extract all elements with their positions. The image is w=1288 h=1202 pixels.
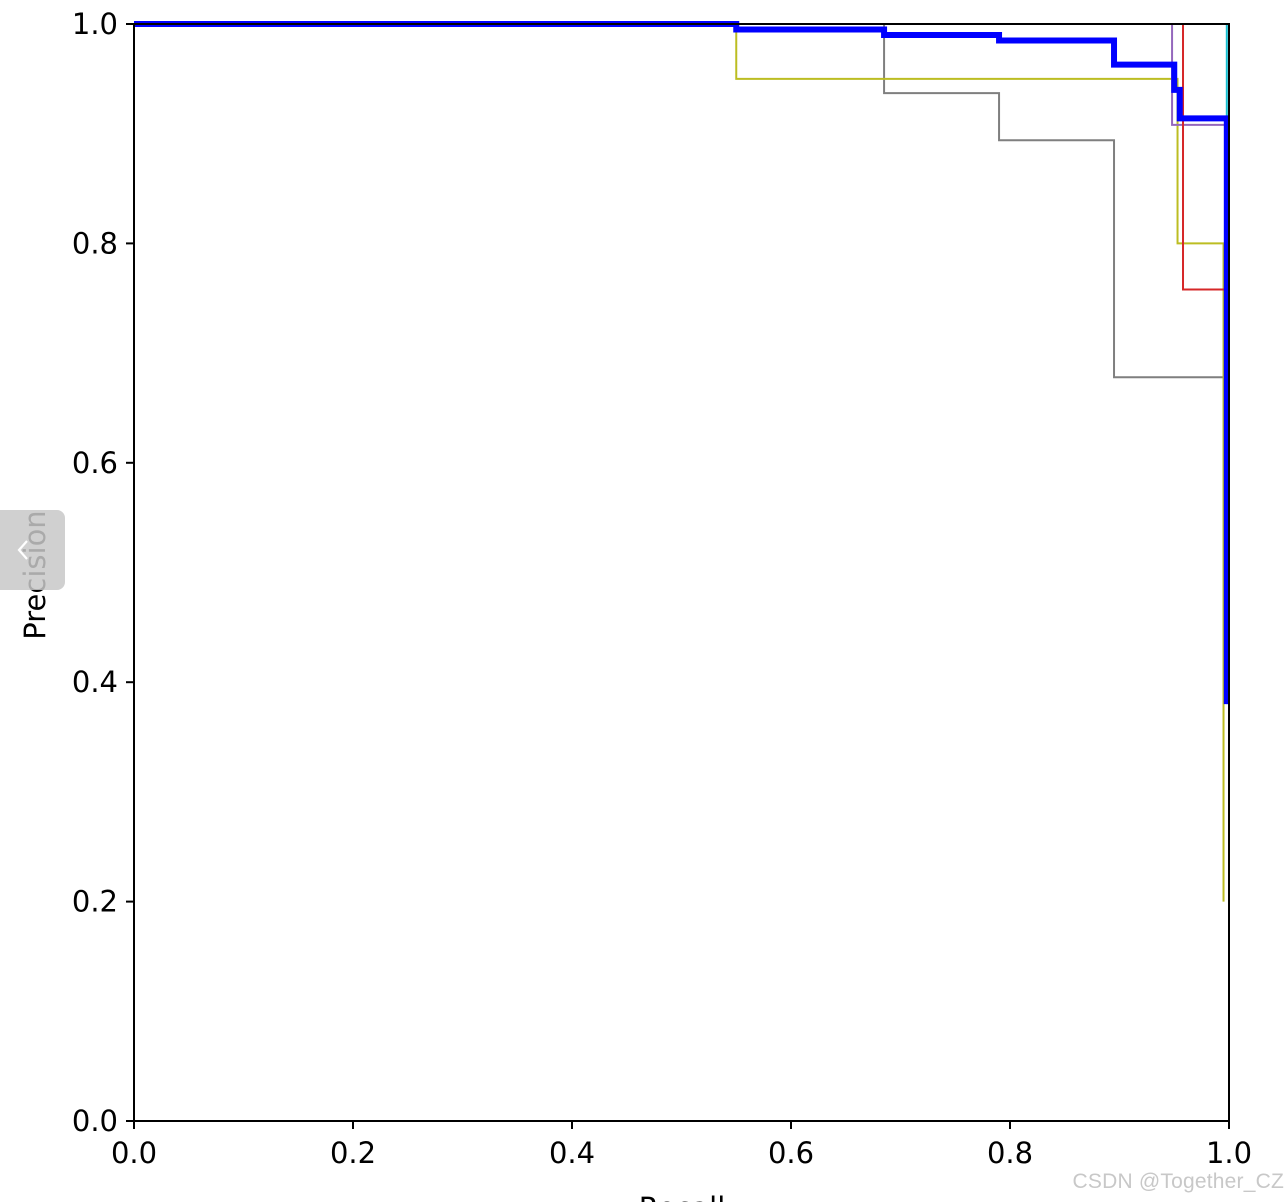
series-line-5 <box>134 21 1230 705</box>
series-line-1 <box>134 23 1225 902</box>
x-tick-label: 0.2 <box>330 1136 376 1170</box>
y-tick-label: 0.0 <box>72 1104 118 1138</box>
x-tick-label: 0.8 <box>987 1136 1033 1170</box>
ticks-layer: 0.0 0.2 0.4 0.6 0.8 1.0 0.0 0.2 0.4 0.6 0.8 1.0 <box>72 7 1252 1170</box>
y-tick-label: 0.8 <box>72 226 118 260</box>
series-line-3 <box>134 23 1230 705</box>
watermark: CSDN @Together_CZ <box>1072 1170 1284 1193</box>
plot-frame <box>133 23 1230 1122</box>
series-line-4 <box>134 23 1228 705</box>
x-tick-label: 0.4 <box>549 1136 595 1170</box>
x-tick-label: 0.6 <box>768 1136 814 1170</box>
collapse-sidebar-button[interactable] <box>0 510 65 590</box>
y-tick-label: 1.0 <box>72 7 118 41</box>
x-axis-title: Recall <box>639 1191 726 1202</box>
y-tick-label: 0.6 <box>72 446 118 480</box>
y-tick-label: 0.4 <box>72 665 118 699</box>
axes-layer <box>133 23 1230 1122</box>
y-tick-label: 0.2 <box>72 885 118 919</box>
chevron-left-icon <box>17 540 28 560</box>
x-tick-label: 0.0 <box>111 1136 157 1170</box>
series-line-0 <box>134 23 1230 705</box>
series-line-2 <box>134 23 1230 705</box>
x-tick-label: 1.0 <box>1206 1136 1252 1170</box>
series-layer <box>134 21 1230 902</box>
